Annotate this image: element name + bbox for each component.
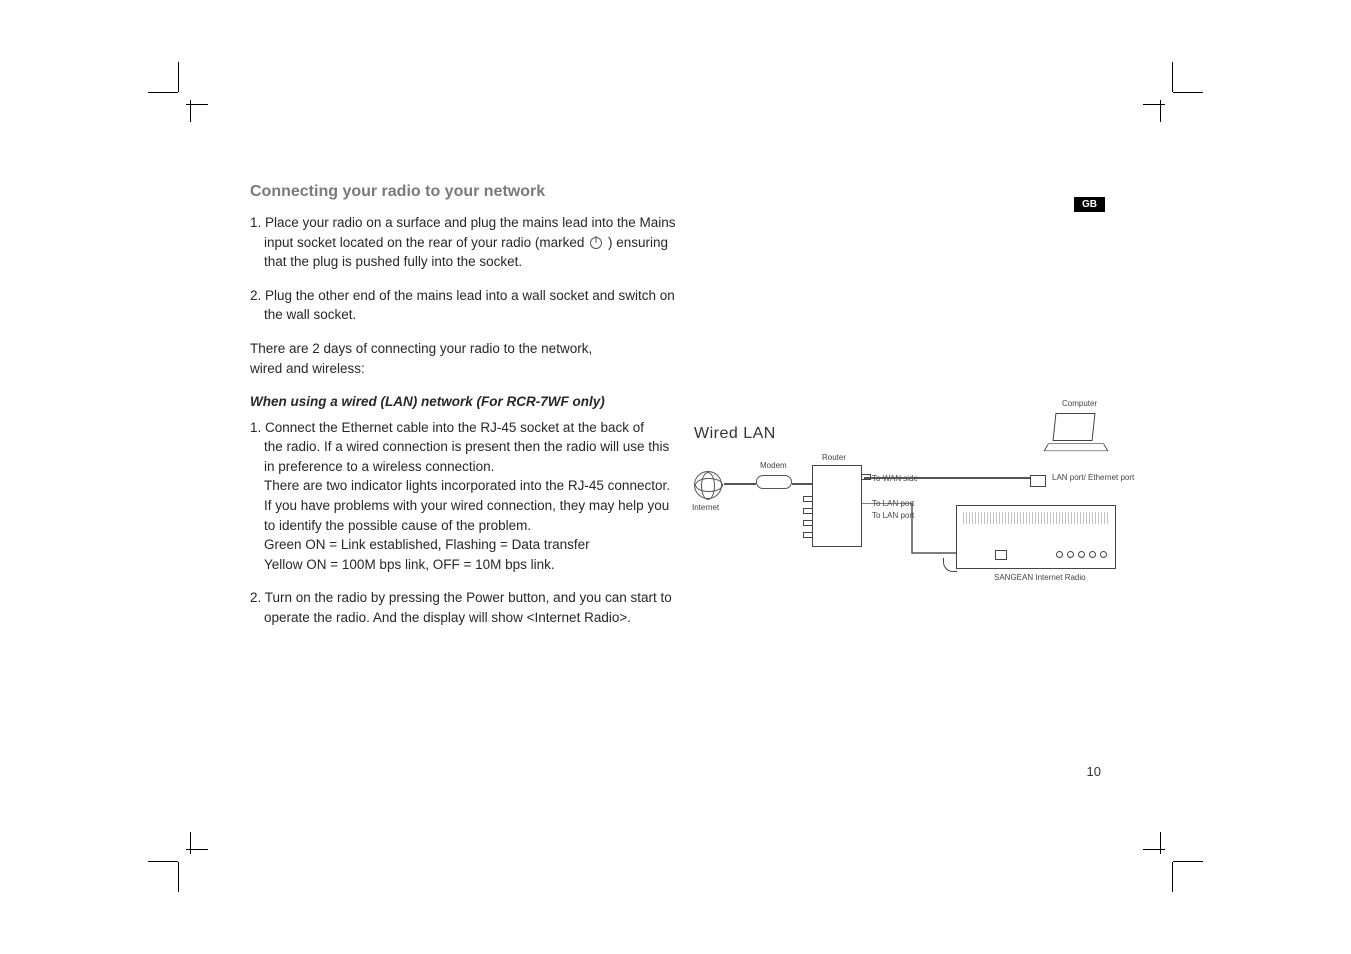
wire-modem-router: [792, 483, 812, 485]
internet-globe-icon: [694, 471, 722, 499]
step-1-line2: input socket located on the rear of your…: [250, 233, 680, 253]
intro-line2: wired and wireless:: [250, 359, 680, 379]
wired-1-l7: Green ON = Link established, Flashing = …: [250, 535, 680, 555]
language-badge: GB: [1074, 197, 1105, 212]
step-2-line1: 2. Plug the other end of the mains lead …: [250, 286, 680, 306]
router-icon: [812, 465, 862, 547]
wired-subheading: When using a wired (LAN) network (For RC…: [250, 392, 680, 412]
wired-2-l2: operate the radio. And the display will …: [250, 608, 680, 628]
crop-mark-bottom-right: [1123, 812, 1173, 862]
power-icon: [590, 237, 602, 249]
intro-line1: There are 2 days of connecting your radi…: [250, 339, 680, 359]
wired-1-l4: There are two indicator lights incorpora…: [250, 476, 680, 496]
page-number: 10: [1087, 764, 1101, 779]
wired-1-l3: in preference to a wireless connection.: [250, 457, 680, 477]
computer-label: Computer: [1062, 399, 1097, 408]
main-text-column: Connecting your radio to your network 1.…: [250, 180, 680, 641]
computer-icon: [1046, 413, 1106, 463]
wired-2-l1: 2. Turn on the radio by pressing the Pow…: [250, 588, 680, 608]
router-label: Router: [822, 453, 846, 462]
wired-1-l1: 1. Connect the Ethernet cable into the R…: [250, 418, 680, 438]
section-heading: Connecting your radio to your network: [250, 180, 680, 203]
wired-1-l6: to identify the possible cause of the pr…: [250, 516, 680, 536]
radio-label: SANGEAN Internet Radio: [994, 573, 1086, 582]
modem-label: Modem: [760, 461, 787, 470]
to-wan-label: To WAN side: [872, 474, 918, 483]
internet-label: Internet: [692, 503, 719, 512]
step-2-line2: the wall socket.: [250, 305, 680, 325]
crop-mark-top-left: [178, 92, 228, 142]
wire-router-laptop: [864, 477, 1030, 479]
crop-mark-top-right: [1123, 92, 1173, 142]
step-1-line3: that the plug is pushed fully into the s…: [250, 252, 680, 272]
modem-icon: [756, 475, 792, 489]
radio-back-icon: [956, 505, 1116, 569]
lan-port-icon: [1030, 475, 1046, 487]
crop-mark-bottom-left: [178, 812, 228, 862]
wired-1-l8: Yellow ON = 100M bps link, OFF = 10M bps…: [250, 555, 680, 575]
step-1-line1: 1. Place your radio on a surface and plu…: [250, 213, 680, 233]
wired-lan-diagram: Wired LAN Internet Modem Router To WAN s…: [694, 425, 1134, 595]
diagram-title: Wired LAN: [694, 425, 776, 443]
wire-internet-modem: [724, 483, 756, 485]
lan-port-label: LAN port/ Ethernet port: [1052, 473, 1134, 482]
wired-1-l2: the radio. If a wired connection is pres…: [250, 437, 680, 457]
wired-1-l5: If you have problems with your wired con…: [250, 496, 680, 516]
